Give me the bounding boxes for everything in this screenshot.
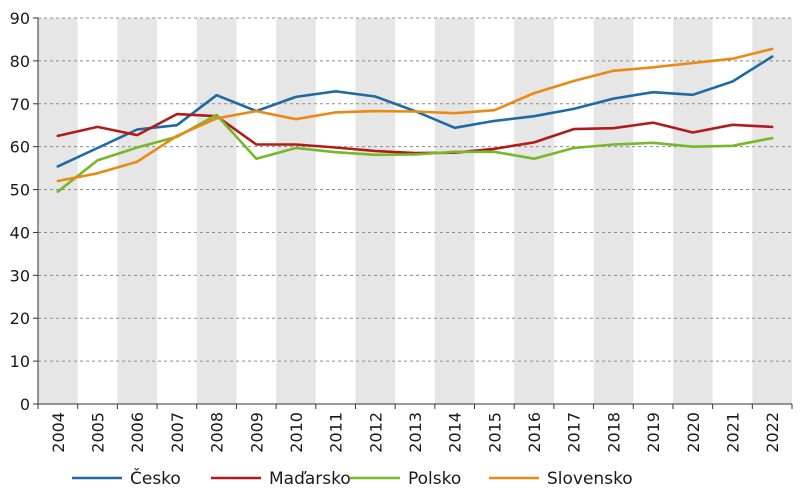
- y-tick-label: 60: [10, 138, 30, 157]
- year-band: [355, 18, 396, 404]
- x-tick-label: 2022: [763, 412, 782, 453]
- year-band: [117, 18, 158, 404]
- year-band: [38, 18, 78, 404]
- x-tick-label: 2012: [366, 412, 385, 453]
- year-band: [434, 18, 475, 404]
- series-lines: [56, 47, 774, 193]
- x-tick-label: 2015: [485, 412, 504, 453]
- x-tick-label: 2013: [406, 412, 425, 453]
- x-tick-label: 2007: [168, 412, 187, 453]
- x-tick-label: 2009: [247, 412, 266, 453]
- y-tick-label: 0: [20, 395, 30, 414]
- legend-label: Polsko: [408, 469, 461, 489]
- x-tick-label: 2011: [327, 412, 346, 453]
- y-axis-ticks: 0 10 20 30 40 50 60 70 80 90: [10, 9, 38, 414]
- year-bands: [38, 18, 792, 404]
- legend-label: Maďarsko: [269, 469, 351, 489]
- x-tick-label: 2017: [565, 412, 584, 453]
- legend-label: Slovensko: [547, 469, 633, 489]
- y-tick-label: 70: [10, 95, 30, 114]
- year-band: [276, 18, 316, 404]
- x-tick-label: 2005: [89, 412, 108, 453]
- x-axis-ticks: 2004 2005 2006 2007 2008 2009 2010 2011 2012 2013…: [37, 404, 793, 453]
- year-band: [593, 18, 634, 404]
- series-line: [56, 112, 774, 155]
- x-tick-label: 2006: [128, 412, 147, 453]
- x-tick-label: 2021: [723, 412, 742, 453]
- legend-label: Česko: [130, 467, 181, 489]
- year-band: [514, 18, 554, 404]
- y-tick-label: 80: [10, 52, 30, 71]
- y-tick-label: 50: [10, 181, 30, 200]
- series-line: [56, 47, 774, 183]
- year-band: [752, 18, 792, 404]
- y-tick-label: 90: [10, 9, 30, 28]
- y-tick-label: 40: [10, 223, 30, 242]
- year-band: [196, 18, 237, 404]
- x-tick-label: 2020: [684, 412, 703, 453]
- y-tick-label: 30: [10, 266, 30, 285]
- y-tick-label: 10: [10, 352, 30, 371]
- y-tick-label: 20: [10, 309, 30, 328]
- x-tick-label: 2016: [525, 412, 544, 453]
- x-tick-label: 2004: [49, 412, 68, 453]
- x-tick-label: 2008: [208, 412, 227, 453]
- x-tick-label: 2018: [604, 412, 623, 453]
- legend: Česko Maďarsko Polsko Slovensko: [72, 467, 633, 489]
- x-tick-label: 2010: [287, 412, 306, 453]
- x-tick-label: 2019: [644, 412, 663, 453]
- x-tick-label: 2014: [446, 412, 465, 453]
- year-band: [672, 18, 713, 404]
